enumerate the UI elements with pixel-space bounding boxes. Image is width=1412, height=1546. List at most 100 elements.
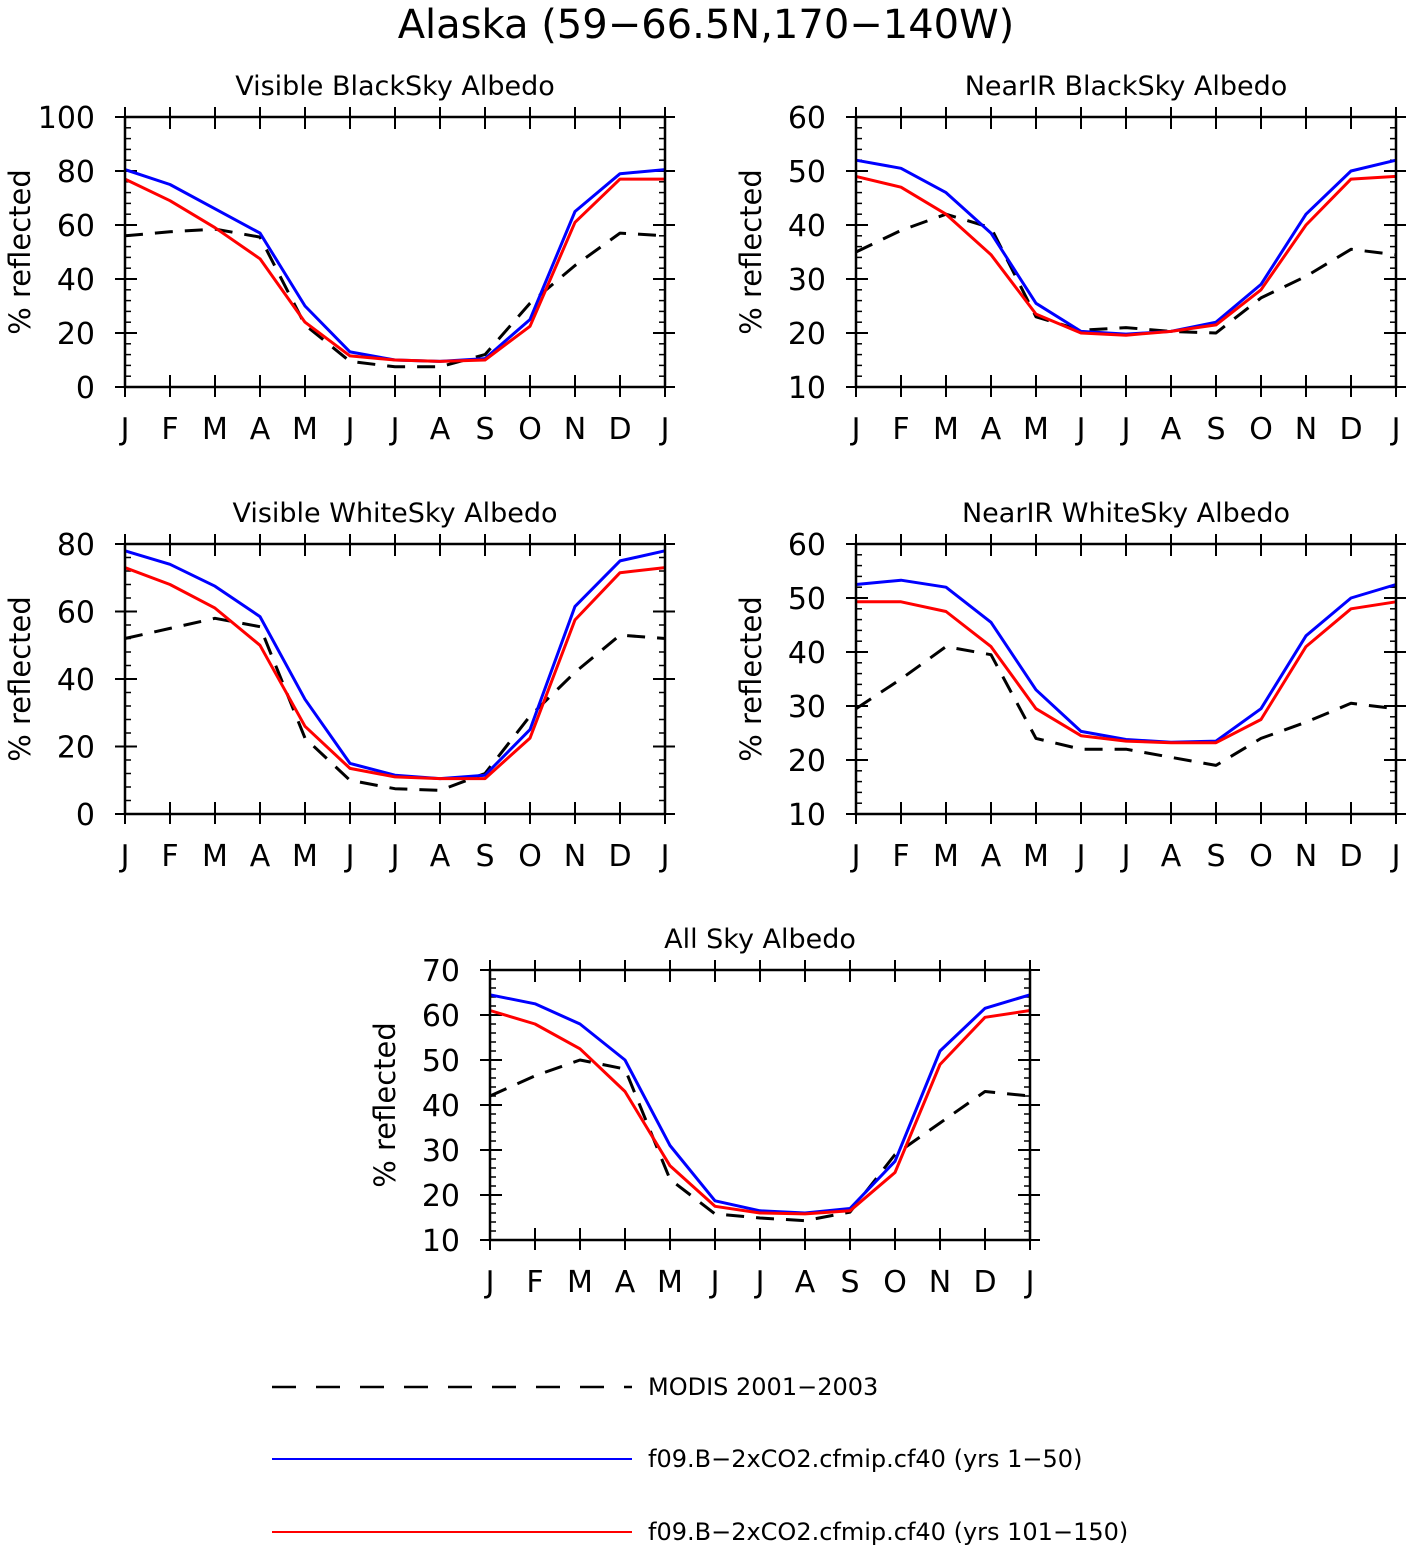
y-tick-label: 10: [788, 798, 826, 833]
legend-label-1: MODIS 2001−2003: [648, 1373, 878, 1401]
x-tick-label: F: [892, 839, 909, 874]
x-tick-label: A: [250, 412, 271, 447]
series-line-2: [124, 168, 666, 363]
x-tick-label: A: [615, 1265, 636, 1300]
x-tick-label: J: [1390, 412, 1401, 447]
x-tick-label: F: [161, 839, 178, 874]
x-tick-label: A: [1161, 412, 1182, 447]
y-tick-label: 40: [422, 1089, 460, 1124]
y-tick-label: 50: [788, 582, 826, 617]
x-tick-label: D: [1339, 839, 1362, 874]
x-tick-label: O: [1249, 412, 1273, 447]
series-line-2: [855, 158, 1397, 336]
x-tick-label: M: [1023, 412, 1049, 447]
y-tick-label: 60: [57, 209, 95, 244]
chart-title: NearIR BlackSky Albedo: [965, 71, 1288, 102]
y-tick-label: 30: [788, 263, 826, 298]
x-tick-label: J: [119, 412, 130, 447]
series-line-2: [855, 578, 1397, 744]
series-line-1: [855, 645, 1397, 767]
x-tick-label: O: [1249, 839, 1273, 874]
y-tick-label: 50: [788, 155, 826, 190]
x-tick-label: S: [475, 412, 494, 447]
x-tick-label: F: [892, 412, 909, 447]
x-tick-label: N: [564, 839, 586, 874]
x-tick-label: F: [526, 1265, 543, 1300]
x-tick-label: J: [389, 839, 400, 874]
x-tick-label: A: [795, 1265, 816, 1300]
x-tick-label: O: [518, 839, 542, 874]
x-tick-label: J: [1120, 412, 1131, 447]
series-line-3: [856, 600, 1397, 745]
legend-label-2: f09.B−2xCO2.cfmip.cf40 (yrs 1−50): [648, 1445, 1082, 1473]
y-tick-label: 20: [788, 317, 826, 352]
series-line-3: [855, 174, 1397, 337]
series-line-1: [855, 212, 1397, 335]
series-line-3: [124, 566, 666, 781]
x-tick-label: J: [389, 412, 400, 447]
x-tick-label: N: [929, 1265, 951, 1300]
x-tick-label: J: [850, 412, 861, 447]
y-tick-label: 60: [788, 528, 826, 563]
y-tick-label: 50: [422, 1044, 460, 1079]
y-axis-label: % reflected: [734, 596, 768, 762]
y-tick-label: 20: [57, 730, 95, 765]
x-tick-label: J: [754, 1265, 765, 1300]
x-tick-label: D: [973, 1265, 996, 1300]
x-tick-label: J: [850, 839, 861, 874]
y-tick-label: 20: [57, 317, 95, 352]
series-line-1: [489, 1058, 1031, 1223]
chart-panel-5: All Sky Albedo % reflected 10 20 30 40 50 60 70 J…: [368, 924, 1040, 1300]
x-tick-label: J: [1075, 839, 1086, 874]
y-tick-label: 0: [76, 371, 95, 406]
y-tick-label: 80: [57, 155, 95, 190]
x-tick-label: M: [202, 839, 228, 874]
y-tick-label: 60: [57, 595, 95, 630]
y-tick-label: 20: [422, 1179, 460, 1214]
y-tick-label: 30: [422, 1134, 460, 1169]
chart-title: All Sky Albedo: [664, 924, 856, 955]
y-axis-label: % reflected: [3, 596, 37, 762]
chart-panel-3: Visible WhiteSky Albedo % reflected 0 20 40 6…: [3, 498, 675, 874]
y-tick-label: 40: [788, 209, 826, 244]
x-tick-label: N: [1295, 412, 1317, 447]
y-axis-label: % reflected: [3, 169, 37, 335]
plot-frame: [488, 968, 1032, 1242]
x-tick-label: A: [430, 412, 451, 447]
x-tick-label: J: [484, 1265, 495, 1300]
x-tick-label: J: [119, 839, 130, 874]
chart-title: Visible BlackSky Albedo: [235, 71, 555, 102]
series-line-2: [124, 549, 666, 781]
series-line-1: [124, 227, 666, 369]
plot-frame: [854, 542, 1398, 816]
x-tick-label: A: [981, 412, 1002, 447]
y-axis-label: % reflected: [368, 1022, 402, 1188]
x-tick-label: S: [1206, 412, 1225, 447]
plot-frame: [854, 115, 1398, 389]
x-tick-label: M: [567, 1265, 593, 1300]
y-axis-label: % reflected: [734, 169, 768, 335]
figure-title: Alaska (59−66.5N,170−140W): [398, 2, 1015, 48]
x-tick-label: J: [1120, 839, 1131, 874]
y-tick-label: 30: [788, 690, 826, 725]
series-line-3: [124, 177, 665, 363]
y-tick-label: 0: [76, 798, 95, 833]
series-line-1: [124, 616, 666, 792]
x-tick-label: J: [659, 839, 670, 874]
y-tick-label: 60: [788, 101, 826, 136]
series-line-3: [489, 1009, 1031, 1216]
x-tick-label: J: [1075, 412, 1086, 447]
y-tick-label: 80: [57, 528, 95, 563]
chart-title: Visible WhiteSky Albedo: [232, 498, 557, 529]
x-tick-label: A: [430, 839, 451, 874]
x-tick-label: S: [1206, 839, 1225, 874]
y-tick-label: 40: [57, 263, 95, 298]
x-tick-label: M: [657, 1265, 683, 1300]
x-tick-label: J: [1024, 1265, 1035, 1300]
x-tick-label: D: [608, 412, 631, 447]
x-tick-label: J: [659, 412, 670, 447]
series-line-2: [489, 993, 1031, 1215]
x-tick-label: M: [933, 412, 959, 447]
x-tick-label: A: [981, 839, 1002, 874]
